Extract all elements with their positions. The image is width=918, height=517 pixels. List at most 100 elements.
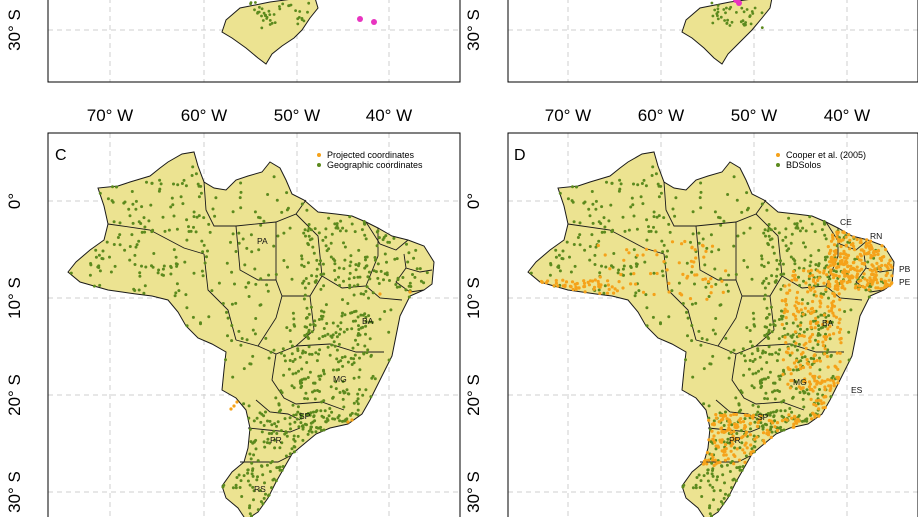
sample-point — [786, 291, 790, 295]
sample-point — [749, 22, 753, 26]
sample-point — [242, 402, 246, 406]
sample-point — [770, 330, 774, 334]
legend-swatch-orange — [317, 153, 321, 157]
sample-point — [709, 440, 713, 444]
sample-point — [231, 232, 235, 236]
sample-point — [249, 2, 253, 6]
sample-point — [661, 274, 665, 278]
x-tick-label: 60° W — [638, 106, 684, 125]
sample-point — [338, 391, 342, 394]
sample-point — [169, 264, 173, 268]
sample-point — [726, 18, 729, 22]
sample-point — [388, 279, 391, 282]
sample-point — [721, 502, 725, 506]
sample-point — [289, 3, 293, 7]
legend: Projected coordinates Geographic coordin… — [317, 150, 423, 170]
sample-point — [705, 338, 709, 342]
sample-point — [810, 417, 814, 421]
sample-point — [695, 273, 699, 277]
sample-point — [643, 260, 647, 264]
sample-point — [337, 368, 341, 372]
sample-point — [707, 458, 711, 462]
sample-point — [199, 191, 203, 195]
sample-point — [225, 310, 228, 314]
sample-point — [865, 278, 869, 282]
sample-point — [290, 352, 294, 356]
sample-point — [750, 352, 754, 356]
sample-point — [709, 362, 713, 366]
sample-point — [296, 349, 300, 353]
sample-point — [827, 252, 832, 256]
sample-point — [291, 311, 295, 315]
sample-point — [335, 357, 339, 361]
sample-point — [841, 230, 845, 234]
sample-point — [732, 462, 736, 466]
sample-point — [260, 464, 264, 468]
sample-point — [578, 243, 582, 247]
sample-point — [758, 418, 762, 422]
sample-point — [652, 292, 656, 297]
sample-point — [142, 291, 146, 295]
sample-point — [829, 249, 833, 253]
sample-point — [371, 291, 375, 295]
sample-point — [802, 391, 806, 395]
sample-point — [266, 437, 270, 441]
sample-point — [261, 502, 265, 506]
sample-point — [844, 253, 849, 257]
sample-point — [268, 19, 272, 22]
sample-point — [288, 329, 292, 332]
sample-point — [767, 345, 771, 349]
sample-point — [320, 414, 324, 418]
state-label: SP — [757, 412, 769, 422]
sample-point — [867, 295, 871, 299]
sample-point — [836, 325, 840, 329]
sample-point — [305, 332, 309, 336]
sample-point — [229, 240, 232, 244]
sample-point — [872, 256, 876, 260]
sample-point — [727, 423, 731, 427]
sample-point — [304, 351, 307, 354]
sample-point — [629, 272, 633, 276]
sample-point — [694, 301, 698, 305]
sample-point — [710, 461, 714, 465]
sample-point — [321, 335, 325, 338]
sample-point — [607, 219, 611, 223]
sample-point — [743, 23, 746, 27]
sample-point — [356, 408, 360, 412]
sample-point — [312, 251, 316, 255]
sample-point — [306, 10, 309, 14]
sample-point — [804, 229, 808, 233]
sample-point — [730, 423, 734, 427]
sample-point — [245, 246, 249, 250]
sample-point — [804, 281, 808, 285]
sample-point — [333, 222, 337, 226]
sample-point — [862, 262, 867, 266]
sample-point — [832, 276, 836, 280]
sample-point — [202, 243, 206, 247]
sample-point — [714, 282, 718, 286]
sample-point — [610, 181, 614, 185]
sample-point — [735, 11, 738, 14]
panel-a — [47, 0, 461, 83]
sample-point — [603, 225, 607, 229]
sample-point — [342, 330, 346, 334]
legend-label: Projected coordinates — [327, 150, 415, 160]
sample-point — [358, 388, 361, 391]
sample-point — [234, 250, 238, 253]
sample-point — [300, 367, 304, 371]
sample-point — [780, 419, 785, 423]
sample-point — [786, 382, 790, 386]
sample-point — [277, 410, 281, 414]
sample-point — [857, 284, 862, 288]
sample-point — [793, 330, 798, 334]
sample-point — [766, 376, 770, 379]
sample-point — [727, 418, 732, 422]
sample-point — [659, 321, 662, 325]
sample-point — [781, 238, 785, 242]
sample-point — [309, 425, 313, 429]
sample-point — [295, 417, 299, 421]
sample-point — [684, 358, 687, 362]
sample-point — [795, 348, 799, 352]
sample-point — [131, 221, 135, 225]
sample-point — [753, 6, 757, 10]
